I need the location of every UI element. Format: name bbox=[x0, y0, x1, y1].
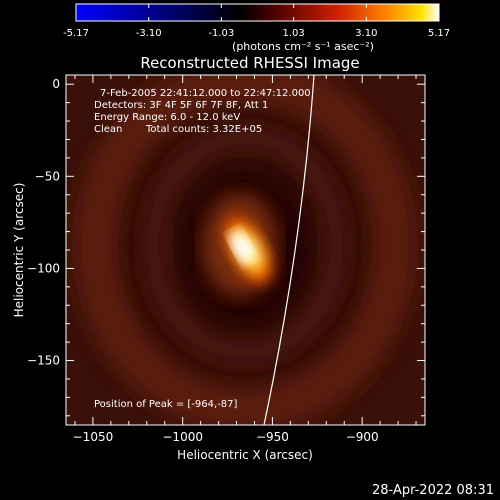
colorbar-tick-label: -5.17 bbox=[63, 28, 89, 39]
clean-label: Clean bbox=[94, 124, 122, 135]
y-tick-label: −50 bbox=[35, 169, 60, 183]
colorbar-gradient bbox=[75, 3, 440, 22]
y-tick-label: −150 bbox=[27, 354, 60, 368]
energy-range-text: Energy Range: 6.0 - 12.0 keV bbox=[94, 112, 240, 123]
colorbar-tick-label: 5.17 bbox=[428, 28, 450, 39]
x-tick-label: −1050 bbox=[73, 430, 114, 444]
x-tick-label: −1000 bbox=[162, 430, 203, 444]
detectors-text: Detectors: 3F 4F 5F 6F 7F 8F, Att 1 bbox=[94, 100, 268, 111]
total-counts-text: Total counts: 3.32E+05 bbox=[145, 124, 262, 135]
solar-image bbox=[66, 75, 425, 425]
y-tick-label: 0 bbox=[52, 77, 60, 91]
clean-ring-outer bbox=[72, 75, 418, 425]
colorbar-tick-label: -1.03 bbox=[208, 28, 234, 39]
colorbar-tick-label: -3.10 bbox=[136, 28, 162, 39]
colorbar: -5.17 -3.10 -1.03 1.03 3.10 5.17 (photons cm⁻… bbox=[63, 3, 450, 53]
colorbar-ticks bbox=[75, 4, 440, 21]
colorbar-tick-label: 3.10 bbox=[355, 28, 377, 39]
solar-limb-line bbox=[263, 74, 315, 426]
y-axis-label: Heliocentric Y (arcsec) bbox=[12, 183, 26, 318]
colorbar-tick-labels: -5.17 -3.10 -1.03 1.03 3.10 5.17 bbox=[63, 28, 450, 39]
colorbar-tick-label: 1.03 bbox=[283, 28, 305, 39]
observation-info: 7-Feb-2005 22:41:12.000 to 22:47:12.000 … bbox=[94, 88, 311, 135]
x-tick-label: −900 bbox=[346, 430, 379, 444]
x-axis-label: Heliocentric X (arcsec) bbox=[177, 448, 313, 462]
y-tick-labels: 0 −50 −100 −150 bbox=[27, 77, 60, 367]
axis-ticks bbox=[66, 75, 425, 425]
x-tick-labels: −1050 −1000 −950 −900 bbox=[73, 430, 379, 444]
x-tick-label: −950 bbox=[256, 430, 289, 444]
plot-title: Reconstructed RHESSI Image bbox=[140, 54, 359, 72]
timestamp: 28-Apr-2022 08:31 bbox=[372, 483, 494, 498]
time-range-text: 7-Feb-2005 22:41:12.000 to 22:47:12.000 bbox=[100, 88, 311, 99]
peak-position-text: Position of Peak = [-964,-87] bbox=[94, 399, 238, 410]
flare-source bbox=[222, 213, 274, 287]
clean-ring-inner bbox=[140, 124, 350, 366]
colorbar-unit-label: (photons cm⁻² s⁻¹ asec⁻²) bbox=[232, 40, 374, 53]
y-tick-label: −100 bbox=[27, 261, 60, 275]
